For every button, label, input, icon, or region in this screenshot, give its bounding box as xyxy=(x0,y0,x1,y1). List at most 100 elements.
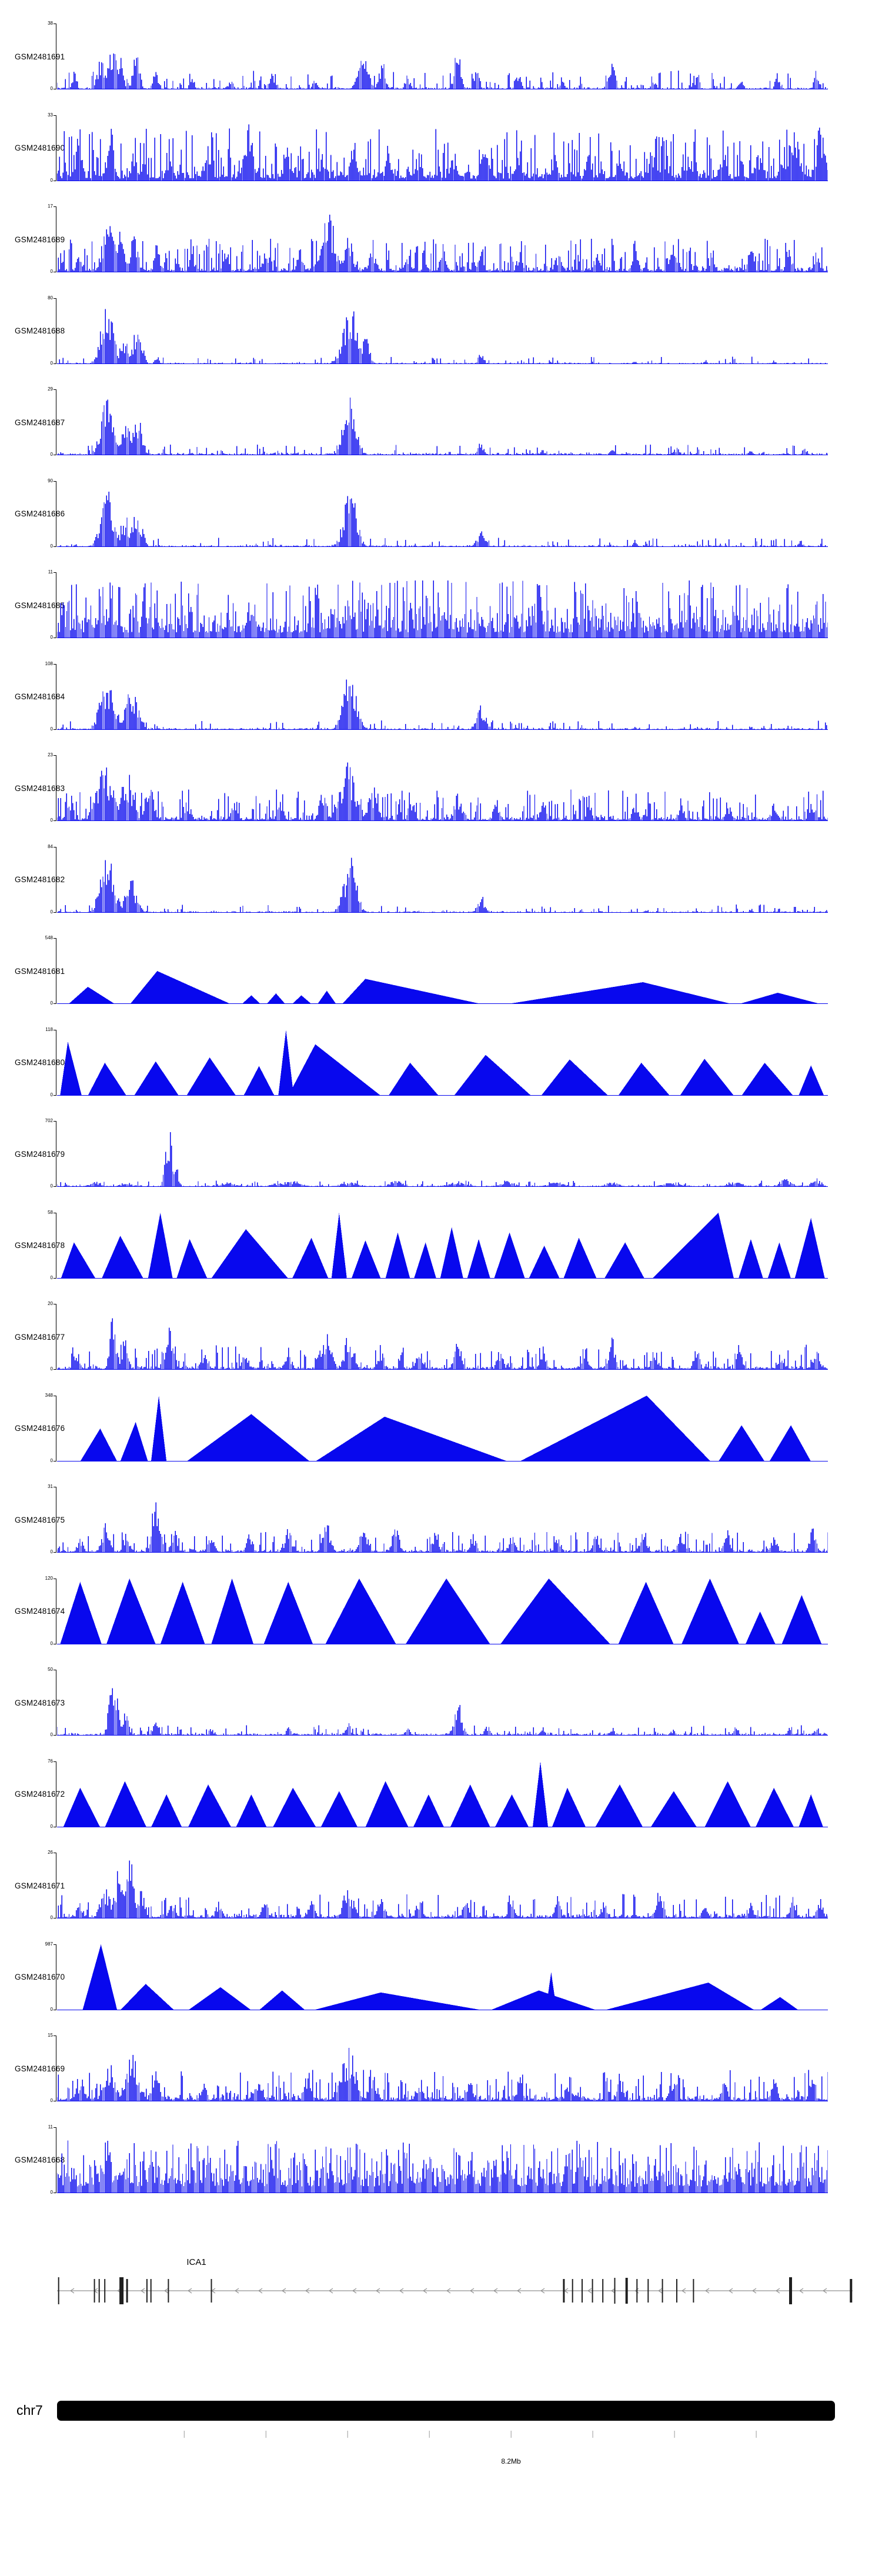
gene-exon xyxy=(602,2279,604,2303)
track-signal-path xyxy=(60,1029,824,1096)
track-signal-plot xyxy=(57,1578,828,1644)
track-signal-path xyxy=(57,857,828,913)
track-sample-label: GSM2481672 xyxy=(15,1790,65,1798)
track-sample-label: GSM2481678 xyxy=(15,1241,65,1250)
track-ymax-label: 120 xyxy=(45,1575,53,1581)
track-ymax-label: 38 xyxy=(48,21,53,26)
strand-arrow-left-icon xyxy=(399,2288,404,2294)
strand-arrow-left-icon xyxy=(141,2288,145,2294)
track-sample-label: GSM2481690 xyxy=(15,144,65,152)
track-signal-path xyxy=(57,1318,828,1370)
track-ymax-label: 548 xyxy=(45,935,53,940)
track-signal-path xyxy=(57,1860,828,1918)
track-sample-label: GSM2481686 xyxy=(15,509,65,518)
gene-exon xyxy=(98,2279,100,2303)
track-signal-path xyxy=(60,1578,822,1644)
data-track-GSM2481669: GSM2481669 15 0 xyxy=(0,2030,882,2121)
track-signal-plot xyxy=(57,1395,828,1461)
data-track-GSM2481689: GSM2481689 17 0 xyxy=(0,201,882,292)
track-sample-label: GSM2481675 xyxy=(15,1515,65,1524)
y-axis-tick-bottom xyxy=(54,546,56,547)
track-ymax-label: 108 xyxy=(45,660,53,666)
track-signal-path xyxy=(57,1502,828,1553)
track-ymax-label: 26 xyxy=(48,1850,53,1855)
track-baseline xyxy=(57,1369,828,1370)
track-signal-path xyxy=(57,54,828,89)
y-axis-tick-top xyxy=(54,389,56,390)
strand-arrow-left-icon xyxy=(164,2288,169,2294)
track-ymax-label: 31 xyxy=(48,1484,53,1489)
strand-arrow-left-icon xyxy=(517,2288,522,2294)
y-axis-tick-top xyxy=(54,2127,56,2128)
track-signal-plot xyxy=(57,214,828,272)
track-ymax-label: 23 xyxy=(48,752,53,758)
axis-ticks xyxy=(183,2431,757,2438)
strand-arrow-left-icon xyxy=(446,2288,451,2294)
track-sample-label: GSM2481671 xyxy=(15,1881,65,1890)
strand-arrow-left-icon xyxy=(540,2288,545,2294)
data-track-GSM2481691: GSM2481691 38 0 xyxy=(0,18,882,109)
strand-arrow-left-icon xyxy=(70,2288,75,2294)
data-track-GSM2481680: GSM2481680 118 0 xyxy=(0,1024,882,1116)
track-signal-plot xyxy=(57,1029,828,1096)
track-ymin-label: 0 xyxy=(50,86,53,91)
track-ymax-label: 11 xyxy=(48,569,53,575)
track-signal-plot xyxy=(57,491,828,547)
track-signal-path xyxy=(68,971,820,1004)
track-ymin-label: 0 xyxy=(50,1823,53,1829)
strand-arrow-left-icon xyxy=(611,2288,616,2294)
track-sample-label: GSM2481677 xyxy=(15,1332,65,1342)
y-axis-tick-bottom xyxy=(54,363,56,364)
data-track-GSM2481670: GSM2481670 987 0 xyxy=(0,1938,882,2030)
track-signal-plot xyxy=(57,124,828,181)
data-track-GSM2481681: GSM2481681 548 0 xyxy=(0,932,882,1024)
chromosome-label: chr7 xyxy=(16,2403,43,2418)
track-signal-plot xyxy=(57,679,828,730)
track-signal-path xyxy=(80,1395,811,1461)
track-signal-plot xyxy=(57,1502,828,1553)
gene-exon xyxy=(58,2277,59,2304)
track-sample-label: GSM2481687 xyxy=(15,418,65,427)
track-ymin-label: 0 xyxy=(50,1000,53,1006)
strand-arrow-left-icon xyxy=(376,2288,380,2294)
track-ymin-label: 0 xyxy=(50,1640,53,1646)
y-axis-tick-top xyxy=(54,298,56,299)
track-signal-plot xyxy=(57,2048,828,2101)
track-ymin-label: 0 xyxy=(50,1732,53,1737)
track-ymin-label: 0 xyxy=(50,1457,53,1463)
y-axis-tick-bottom xyxy=(54,729,56,730)
strand-arrow-left-icon xyxy=(423,2288,427,2294)
y-axis-tick-top xyxy=(54,572,56,573)
data-track-GSM2481672: GSM2481672 76 0 xyxy=(0,1756,882,1847)
track-signal-path xyxy=(61,1212,825,1279)
data-track-GSM2481687: GSM2481687 29 0 xyxy=(0,383,882,475)
data-track-GSM2481668: GSM2481668 11 0 xyxy=(0,2121,882,2213)
track-sample-label: GSM2481691 xyxy=(15,52,65,61)
track-baseline xyxy=(57,1551,828,1553)
gene-exon xyxy=(126,2279,128,2303)
track-ymin-label: 0 xyxy=(50,817,53,823)
track-sample-label: GSM2481670 xyxy=(15,1973,65,1981)
gene-model xyxy=(57,2277,853,2304)
strand-arrow-left-icon xyxy=(329,2288,333,2294)
chromosome-ideogram-bar xyxy=(57,2401,835,2421)
track-ymin-label: 0 xyxy=(50,2098,53,2103)
data-track-GSM2481679: GSM2481679 702 0 xyxy=(0,1115,882,1207)
track-signal-plot xyxy=(57,1944,828,2010)
track-sample-label: GSM2481679 xyxy=(15,1149,65,1159)
track-signal-path xyxy=(57,2140,828,2193)
y-axis-tick-top xyxy=(54,1761,56,1762)
strand-arrow-left-icon xyxy=(705,2288,710,2294)
track-ymax-label: 118 xyxy=(45,1026,53,1032)
ideogram-track: chr7 xyxy=(0,2397,882,2424)
track-ymax-label: 987 xyxy=(45,1941,53,1947)
gene-exon xyxy=(168,2279,169,2303)
strand-arrow-left-icon xyxy=(188,2288,192,2294)
track-signal-path xyxy=(57,1132,828,1187)
strand-arrow-left-icon xyxy=(282,2288,286,2294)
y-axis-tick-bottom xyxy=(54,1095,56,1096)
data-track-GSM2481673: GSM2481673 50 0 xyxy=(0,1664,882,1756)
track-signal-plot xyxy=(57,762,828,821)
track-signal-path xyxy=(57,124,828,181)
